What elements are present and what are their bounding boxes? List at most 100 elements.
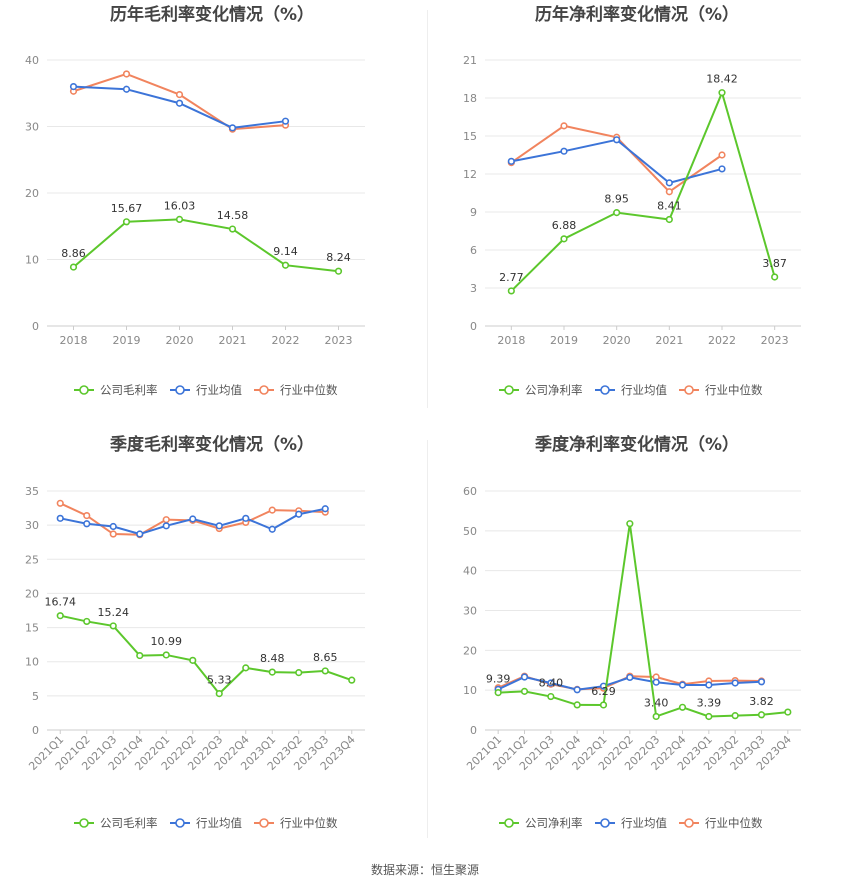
data-point[interactable] xyxy=(175,215,184,224)
data-point[interactable] xyxy=(520,687,529,695)
data-point[interactable] xyxy=(520,673,529,681)
data-point[interactable] xyxy=(599,701,608,709)
data-point[interactable] xyxy=(560,235,568,243)
data-point[interactable] xyxy=(718,151,726,159)
data-point[interactable] xyxy=(268,506,276,514)
data-point[interactable] xyxy=(652,678,660,686)
legend-item[interactable]: 行业中位数 xyxy=(679,383,763,397)
data-point[interactable] xyxy=(122,218,131,226)
legend-item[interactable]: 行业均值 xyxy=(170,816,242,830)
legend-item[interactable]: 行业均值 xyxy=(170,383,242,397)
legend-item[interactable]: 行业均值 xyxy=(595,816,667,830)
data-point[interactable] xyxy=(242,664,250,672)
data-label: 6.29 xyxy=(591,685,616,698)
data-point[interactable] xyxy=(109,530,117,538)
data-point[interactable] xyxy=(281,261,290,269)
data-point[interactable] xyxy=(122,85,131,93)
data-point[interactable] xyxy=(348,676,356,684)
data-point[interactable] xyxy=(83,511,91,520)
data-point[interactable] xyxy=(215,522,223,530)
data-point[interactable] xyxy=(613,136,621,144)
data-point[interactable] xyxy=(295,669,303,677)
data-point[interactable] xyxy=(136,530,144,538)
data-point[interactable] xyxy=(69,82,78,91)
data-point[interactable] xyxy=(718,89,726,97)
data-point[interactable] xyxy=(242,514,250,522)
data-label: 14.58 xyxy=(217,209,249,222)
data-point[interactable] xyxy=(175,90,184,99)
data-point[interactable] xyxy=(215,690,223,698)
data-point[interactable] xyxy=(573,701,581,709)
data-point[interactable] xyxy=(731,712,739,720)
data-point[interactable] xyxy=(560,147,568,155)
legend-item[interactable]: 行业中位数 xyxy=(254,383,338,397)
legend-item[interactable]: 公司净利率 xyxy=(499,816,583,830)
data-point[interactable] xyxy=(162,522,170,530)
data-point[interactable] xyxy=(665,188,673,196)
data-point[interactable] xyxy=(162,651,170,659)
legend-item[interactable]: 公司毛利率 xyxy=(74,383,158,397)
data-point[interactable] xyxy=(295,510,303,518)
chart-title: 季度毛利率变化情况（%） xyxy=(110,434,314,455)
data-point[interactable] xyxy=(784,708,792,716)
data-point[interactable] xyxy=(705,681,713,689)
legend-item[interactable]: 行业中位数 xyxy=(254,816,338,830)
chart-svg: 季度净利率变化情况（%）01020304050602021Q12021Q2202… xyxy=(463,434,801,830)
data-point[interactable] xyxy=(268,525,276,533)
data-point[interactable] xyxy=(321,505,329,513)
data-point[interactable] xyxy=(83,520,91,528)
data-point[interactable] xyxy=(228,124,237,132)
data-point[interactable] xyxy=(771,273,779,281)
data-point[interactable] xyxy=(718,165,726,173)
data-point[interactable] xyxy=(175,99,184,107)
data-point[interactable] xyxy=(268,668,276,676)
legend-marker xyxy=(504,385,514,395)
data-point[interactable] xyxy=(507,157,515,165)
data-point[interactable] xyxy=(507,287,515,295)
data-label: 9.39 xyxy=(486,673,511,686)
data-point[interactable] xyxy=(547,692,555,701)
y-tick-label: 21 xyxy=(463,54,477,67)
data-point[interactable] xyxy=(757,678,766,686)
data-point[interactable] xyxy=(136,651,144,660)
data-point[interactable] xyxy=(547,679,555,687)
data-point[interactable] xyxy=(228,225,237,233)
data-point[interactable] xyxy=(334,267,343,275)
data-point[interactable] xyxy=(281,117,290,125)
data-label: 3.39 xyxy=(697,696,722,709)
data-point[interactable] xyxy=(56,514,64,522)
data-point[interactable] xyxy=(613,209,621,217)
data-point[interactable] xyxy=(109,622,117,630)
x-tick-label: 2021 xyxy=(219,334,247,347)
legend-marker xyxy=(600,818,610,828)
data-point[interactable] xyxy=(56,612,64,620)
data-point[interactable] xyxy=(731,679,739,687)
data-point[interactable] xyxy=(652,712,660,721)
legend-item[interactable]: 行业均值 xyxy=(595,383,667,397)
data-point[interactable] xyxy=(189,515,197,523)
data-point[interactable] xyxy=(162,516,170,524)
data-point[interactable] xyxy=(83,617,91,626)
data-point[interactable] xyxy=(665,179,673,187)
data-point[interactable] xyxy=(109,522,117,531)
data-point[interactable] xyxy=(56,499,64,507)
data-point[interactable] xyxy=(626,520,634,528)
data-point[interactable] xyxy=(321,667,329,675)
legend-item[interactable]: 行业中位数 xyxy=(679,816,763,830)
legend-item[interactable]: 公司净利率 xyxy=(499,383,583,397)
data-point[interactable] xyxy=(69,263,78,271)
legend-marker xyxy=(684,385,694,395)
data-point[interactable] xyxy=(678,703,687,711)
data-point[interactable] xyxy=(122,70,131,78)
data-point[interactable] xyxy=(189,656,197,664)
data-point[interactable] xyxy=(757,711,766,719)
data-point[interactable] xyxy=(573,686,581,694)
data-point[interactable] xyxy=(560,122,568,130)
legend-item[interactable]: 公司毛利率 xyxy=(74,816,158,830)
data-label: 3.82 xyxy=(749,695,774,708)
data-point[interactable] xyxy=(494,688,502,697)
data-point[interactable] xyxy=(678,681,687,689)
data-point[interactable] xyxy=(665,215,673,224)
data-point[interactable] xyxy=(705,712,713,721)
data-point[interactable] xyxy=(626,673,634,682)
